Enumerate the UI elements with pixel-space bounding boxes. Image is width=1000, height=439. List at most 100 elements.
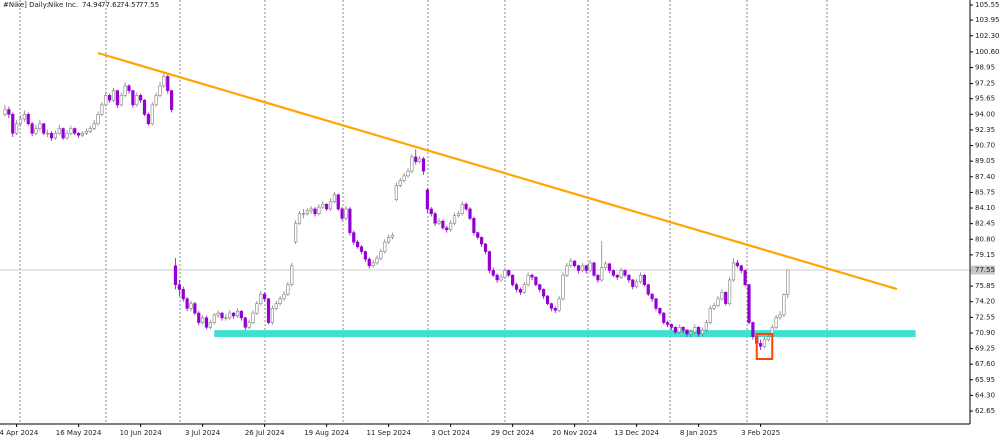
candle-body xyxy=(460,203,464,215)
candle-body xyxy=(464,203,468,210)
candle-body xyxy=(228,312,232,319)
candle-body xyxy=(123,85,127,96)
candle-body xyxy=(476,232,480,238)
candle-body xyxy=(42,123,46,134)
candle-body xyxy=(305,210,309,215)
y-tick-label: 69.25 xyxy=(975,345,995,353)
candle-body xyxy=(170,90,174,110)
candle-body xyxy=(197,312,201,323)
candle-body xyxy=(154,95,158,106)
y-tick-label: 62.65 xyxy=(975,407,995,415)
x-tick-label: 20 Nov 2024 xyxy=(552,429,597,437)
candle-body xyxy=(356,241,360,248)
x-tick-label: 13 Dec 2024 xyxy=(614,429,659,437)
low-value: 74.57 xyxy=(120,1,140,9)
candle-body xyxy=(592,262,596,276)
candle-body xyxy=(104,95,108,106)
candle-body xyxy=(600,267,604,281)
candle-body xyxy=(588,262,592,271)
candle-body xyxy=(166,76,170,91)
candle-body xyxy=(383,241,387,252)
x-tick-label: 10 Jun 2024 xyxy=(120,429,163,437)
candle-body xyxy=(573,260,577,267)
candle-body xyxy=(189,303,193,309)
candle-body xyxy=(724,291,728,304)
trendline xyxy=(97,51,898,291)
candle-body xyxy=(774,317,778,328)
candle-body xyxy=(658,308,662,314)
candle-body xyxy=(212,314,216,323)
candle-body xyxy=(53,132,57,139)
candle-body xyxy=(332,194,336,202)
candle-body xyxy=(623,270,627,276)
candle-body xyxy=(499,276,503,281)
x-tick-label: 3 Feb 2025 xyxy=(741,429,780,437)
candle-body xyxy=(325,203,329,210)
instrument-name: Nike Inc. xyxy=(48,1,78,9)
candle-body xyxy=(394,185,398,200)
candle-body xyxy=(786,269,790,296)
candle-body xyxy=(336,194,340,210)
candle-body xyxy=(480,237,484,245)
candle-body xyxy=(406,170,410,177)
candle-body xyxy=(286,284,290,295)
candle-body xyxy=(96,114,100,125)
candle-body xyxy=(115,90,119,106)
candle-body xyxy=(704,322,708,331)
candle-body xyxy=(627,274,631,281)
candle-body xyxy=(185,298,189,309)
candle-body xyxy=(747,284,751,323)
candle-body xyxy=(61,128,65,139)
candle-body xyxy=(716,298,720,306)
candle-body xyxy=(135,95,139,106)
y-tick-label: 90.70 xyxy=(975,142,995,150)
y-tick-label: 100.60 xyxy=(975,48,1000,56)
candle-body xyxy=(359,246,364,252)
candle-body xyxy=(290,265,294,285)
y-tick-label: 89.05 xyxy=(975,157,995,165)
candle-body xyxy=(142,99,147,115)
y-tick-label: 84.10 xyxy=(975,204,995,212)
candle-body xyxy=(759,343,763,347)
candle-body xyxy=(282,293,286,300)
candle-body xyxy=(542,289,546,297)
candle-body xyxy=(146,114,150,125)
candle-body xyxy=(139,95,143,101)
candle-body xyxy=(208,322,212,328)
candle-body xyxy=(487,251,491,271)
candle-body xyxy=(697,326,701,335)
y-tick-label: 95.65 xyxy=(975,95,995,103)
price-label-bg xyxy=(971,265,995,275)
y-tick-label: 103.95 xyxy=(975,16,1000,24)
candle-body xyxy=(693,326,697,333)
candle-body xyxy=(204,317,209,328)
close-value: 77.55 xyxy=(139,1,159,9)
candle-body xyxy=(181,289,185,300)
x-tick-label: 3 Oct 2024 xyxy=(431,429,470,437)
candle-body xyxy=(685,329,689,335)
candle-body xyxy=(7,109,11,115)
candle-body xyxy=(576,265,581,271)
candle-body xyxy=(84,131,88,134)
candle-body xyxy=(673,326,677,333)
candle-body xyxy=(437,220,441,224)
candle-body xyxy=(321,203,325,208)
candle-body xyxy=(379,251,383,259)
candle-body xyxy=(557,298,561,311)
candle-body xyxy=(301,213,305,215)
candle-body xyxy=(239,310,243,319)
candle-body xyxy=(57,128,61,134)
candle-body xyxy=(92,123,96,129)
candle-body xyxy=(352,232,356,243)
x-tick-label: 19 Aug 2024 xyxy=(304,429,349,437)
y-tick-label: 82.45 xyxy=(975,220,995,228)
candle-body xyxy=(607,263,612,271)
candle-body xyxy=(708,308,712,323)
candle-body xyxy=(297,213,302,224)
candle-body xyxy=(367,258,371,267)
candle-body xyxy=(371,262,375,267)
candle-body xyxy=(712,305,716,309)
y-tick-label: 75.85 xyxy=(975,282,995,290)
candle-body xyxy=(216,312,220,316)
y-tick-label: 80.80 xyxy=(975,235,995,243)
